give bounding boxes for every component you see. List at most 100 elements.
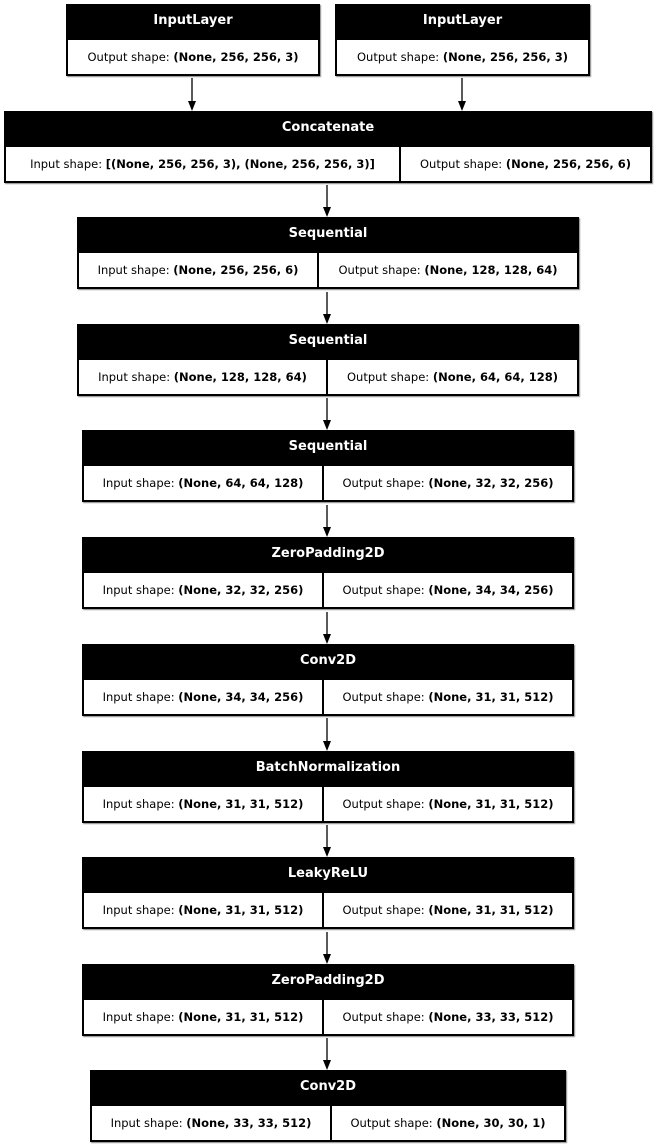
output-shape-label: Output shape:	[338, 263, 425, 277]
input-shape-value: (None, 64, 64, 128)	[178, 476, 304, 490]
output-shape-cell: Output shape: (None, 64, 64, 128)	[328, 360, 577, 394]
input-shape-label: Input shape:	[102, 797, 179, 811]
output-shape-cell: Output shape: (None, 31, 31, 512)	[324, 893, 572, 927]
output-shape-value: (None, 31, 31, 512)	[428, 903, 554, 917]
input-shape-cell: Input shape: [(None, 256, 256, 3), (None…	[6, 147, 399, 181]
layer-node-sequential: Sequential Input shape: (None, 256, 256, …	[77, 217, 579, 289]
input-shape-value: (None, 31, 31, 512)	[178, 903, 304, 917]
layer-name: Sequential	[288, 439, 368, 454]
layer-node-inputlayer: InputLayer Output shape: (None, 256, 256,…	[335, 4, 590, 76]
shape-row: Input shape: (None, 32, 32, 256) Output s…	[84, 573, 572, 607]
input-shape-cell: Input shape: (None, 128, 128, 64)	[79, 360, 326, 394]
input-shape-value: (None, 128, 128, 64)	[173, 370, 307, 384]
shape-row: Input shape: (None, 33, 33, 512) Output s…	[92, 1106, 564, 1140]
input-shape-label: Input shape:	[110, 1116, 187, 1130]
layer-node-leakyrelu: LeakyReLU Input shape: (None, 31, 31, 512…	[82, 857, 574, 929]
shape-row: Input shape: (None, 31, 31, 512) Output s…	[84, 893, 572, 927]
input-shape-value: (None, 256, 256, 6)	[173, 263, 299, 277]
input-shape-cell: Input shape: (None, 256, 256, 6)	[79, 253, 317, 287]
layer-name: ZeroPadding2D	[271, 546, 385, 561]
output-shape-label: Output shape:	[350, 1116, 437, 1130]
input-shape-value: (None, 33, 33, 512)	[186, 1116, 312, 1130]
input-shape-cell: Input shape: (None, 31, 31, 512)	[84, 787, 322, 821]
shape-row: Input shape: (None, 256, 256, 6) Output s…	[79, 253, 577, 287]
layer-name: LeakyReLU	[287, 866, 369, 881]
output-shape-cell: Output shape: (None, 32, 32, 256)	[324, 466, 572, 500]
output-shape-value: (None, 128, 128, 64)	[424, 263, 558, 277]
output-shape-cell: Output shape: (None, 30, 30, 1)	[332, 1106, 564, 1140]
output-shape-label: Output shape:	[357, 50, 443, 64]
shape-row: Output shape: (None, 256, 256, 3)	[337, 40, 588, 74]
output-shape-value: (None, 33, 33, 512)	[428, 1010, 554, 1024]
layer-name: Conv2D	[299, 653, 357, 668]
output-shape-value: (None, 256, 256, 6)	[505, 157, 631, 171]
input-shape-cell: Input shape: (None, 33, 33, 512)	[92, 1106, 330, 1140]
input-shape-cell: Input shape: (None, 31, 31, 512)	[84, 1000, 322, 1034]
layer-name: BatchNormalization	[255, 760, 401, 775]
output-shape-cell: Output shape: (None, 256, 256, 3)	[68, 40, 318, 74]
shape-row: Input shape: (None, 64, 64, 128) Output s…	[84, 466, 572, 500]
output-shape-cell: Output shape: (None, 256, 256, 6)	[401, 147, 650, 181]
input-shape-label: Input shape:	[102, 1010, 179, 1024]
arrowhead-icon	[323, 207, 331, 217]
output-shape-label: Output shape:	[342, 903, 429, 917]
layer-name: Sequential	[288, 333, 368, 348]
input-shape-cell: Input shape: (None, 32, 32, 256)	[84, 573, 322, 607]
output-shape-cell: Output shape: (None, 34, 34, 256)	[324, 573, 572, 607]
layer-name: InputLayer	[422, 13, 503, 28]
arrowhead-icon	[188, 101, 196, 111]
output-shape-value: (None, 256, 256, 3)	[173, 50, 299, 64]
input-shape-label: Input shape:	[30, 157, 106, 171]
shape-row: Input shape: [(None, 256, 256, 3), (None…	[6, 147, 650, 181]
input-shape-cell: Input shape: (None, 34, 34, 256)	[84, 680, 322, 714]
output-shape-label: Output shape:	[87, 50, 174, 64]
output-shape-value: (None, 31, 31, 512)	[428, 690, 554, 704]
input-shape-label: Input shape:	[98, 370, 174, 384]
layer-node-batchnormalization: BatchNormalization Input shape: (None, 31…	[82, 751, 574, 823]
layer-name: Sequential	[288, 226, 368, 241]
input-shape-label: Input shape:	[102, 476, 179, 490]
output-shape-label: Output shape:	[347, 370, 433, 384]
layer-node-inputlayer: InputLayer Output shape: (None, 256, 256,…	[66, 4, 320, 76]
layer-node-conv2d: Conv2D Input shape: (None, 34, 34, 256) Ou…	[82, 644, 574, 716]
output-shape-label: Output shape:	[420, 157, 506, 171]
layer-node-zeropadding2d: ZeroPadding2D Input shape: (None, 32, 32,…	[82, 537, 574, 609]
arrowhead-icon	[323, 847, 331, 857]
output-shape-label: Output shape:	[342, 583, 429, 597]
input-shape-cell: Input shape: (None, 64, 64, 128)	[84, 466, 322, 500]
output-shape-value: (None, 31, 31, 512)	[428, 797, 554, 811]
output-shape-cell: Output shape: (None, 256, 256, 3)	[337, 40, 588, 74]
output-shape-label: Output shape:	[342, 797, 429, 811]
output-shape-value: (None, 34, 34, 256)	[428, 583, 554, 597]
layer-name: Conv2D	[299, 1079, 357, 1094]
layer-name: ZeroPadding2D	[271, 973, 385, 988]
output-shape-cell: Output shape: (None, 31, 31, 512)	[324, 787, 572, 821]
arrowhead-icon	[323, 741, 331, 751]
arrowhead-icon	[323, 314, 331, 324]
input-shape-cell: Input shape: (None, 31, 31, 512)	[84, 893, 322, 927]
shape-row: Input shape: (None, 31, 31, 512) Output s…	[84, 1000, 572, 1034]
shape-row: Input shape: (None, 34, 34, 256) Output s…	[84, 680, 572, 714]
layer-node-zeropadding2d: ZeroPadding2D Input shape: (None, 31, 31,…	[82, 964, 574, 1036]
arrowhead-icon	[323, 634, 331, 644]
input-shape-label: Input shape:	[102, 583, 179, 597]
layer-node-concatenate: Concatenate Input shape: [(None, 256, 256…	[4, 111, 652, 183]
output-shape-label: Output shape:	[342, 1010, 429, 1024]
arrowhead-icon	[323, 420, 331, 430]
arrowhead-icon	[323, 527, 331, 537]
output-shape-cell: Output shape: (None, 33, 33, 512)	[324, 1000, 572, 1034]
input-shape-value: (None, 31, 31, 512)	[178, 797, 304, 811]
output-shape-label: Output shape:	[342, 690, 429, 704]
input-shape-value: (None, 32, 32, 256)	[178, 583, 304, 597]
arrowhead-icon	[323, 1060, 331, 1070]
output-shape-value: (None, 64, 64, 128)	[432, 370, 558, 384]
output-shape-value: (None, 30, 30, 1)	[436, 1116, 546, 1130]
input-shape-value: (None, 34, 34, 256)	[178, 690, 304, 704]
input-shape-value: (None, 31, 31, 512)	[178, 1010, 304, 1024]
shape-row: Input shape: (None, 31, 31, 512) Output s…	[84, 787, 572, 821]
output-shape-value: (None, 32, 32, 256)	[428, 476, 554, 490]
input-shape-label: Input shape:	[102, 690, 179, 704]
arrowhead-icon	[323, 954, 331, 964]
layer-node-sequential: Sequential Input shape: (None, 128, 128, …	[77, 324, 579, 396]
input-shape-label: Input shape:	[102, 903, 179, 917]
